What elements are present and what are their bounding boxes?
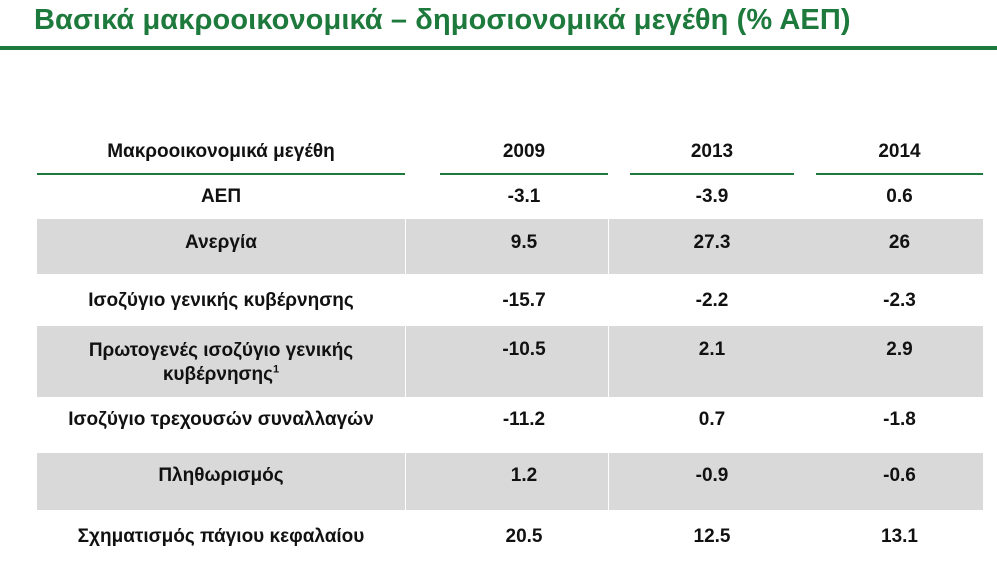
- value-2013: 0.7: [698, 409, 726, 430]
- row-label-text: Πρωτογενές ισοζύγιο γενικής κυβέρνησης: [88, 340, 354, 385]
- table-row: Πληθωρισμός 1.2 -0.9 -0.6: [37, 453, 983, 510]
- row-label: Ισοζύγιο τρεχουσών συναλλαγών: [68, 409, 374, 430]
- value-2014: 26: [888, 232, 911, 253]
- row-label: ΑΕΠ: [200, 186, 242, 207]
- row-label: Σχηματισμός πάγιου κεφαλαίου: [77, 526, 365, 547]
- table-row: Ανεργία 9.5 27.3 26: [37, 219, 983, 274]
- value-2013: 2.1: [698, 339, 726, 360]
- value-2009: 1.2: [510, 465, 538, 486]
- title-underline: [0, 46, 997, 50]
- header-2013: 2013: [630, 128, 794, 176]
- slide-title: Βασικά μακροοικονομικά – δημοσιονομικά μ…: [34, 4, 851, 36]
- value-2013: 27.3: [693, 232, 731, 253]
- value-2014: 2.9: [886, 339, 913, 360]
- value-2009: 9.5: [510, 232, 538, 253]
- table-row: Ισοζύγιο γενικής κυβέρνησης -15.7 -2.2 -…: [37, 274, 983, 326]
- value-2013: -2.2: [695, 290, 729, 311]
- value-2013: -0.9: [695, 465, 729, 486]
- table-header-row: Μακροοικονομικά μεγέθη 2009 2013 2014: [37, 128, 983, 176]
- macro-table: Μακροοικονομικά μεγέθη 2009 2013 2014 ΑΕ…: [37, 128, 983, 567]
- value-2013: -3.9: [695, 186, 729, 207]
- header-2014: 2014: [816, 128, 983, 176]
- table-row: Σχηματισμός πάγιου κεφαλαίου 20.5 12.5 1…: [37, 510, 983, 567]
- value-2009: -3.1: [507, 186, 541, 207]
- value-2014: -1.8: [883, 409, 916, 430]
- header-indicator: Μακροοικονομικά μεγέθη: [37, 128, 405, 176]
- value-2009: -15.7: [502, 290, 546, 311]
- value-2014: -0.6: [883, 465, 916, 486]
- value-2014: -2.3: [883, 290, 916, 311]
- value-2009: -10.5: [502, 339, 546, 360]
- footnote-marker: 1: [273, 363, 280, 376]
- value-2013: 12.5: [693, 526, 731, 547]
- table-row: Ισοζύγιο τρεχουσών συναλλαγών -11.2 0.7 …: [37, 397, 983, 453]
- row-label: Ισοζύγιο γενικής κυβέρνησης: [88, 290, 354, 311]
- value-2009: -11.2: [502, 409, 546, 430]
- row-label: Ανεργία: [185, 232, 257, 253]
- value-2014: 0.6: [886, 186, 913, 207]
- table-row: ΑΕΠ -3.1 -3.9 0.6: [37, 176, 983, 219]
- header-2009: 2009: [440, 128, 608, 176]
- row-label: Πληθωρισμός: [158, 465, 284, 486]
- value-2014: 13.1: [881, 526, 918, 547]
- value-2009: 20.5: [505, 526, 543, 547]
- table-row: Πρωτογενές ισοζύγιο γενικής κυβέρνησης1 …: [37, 326, 983, 397]
- row-label: Πρωτογενές ισοζύγιο γενικής κυβέρνησης1: [37, 326, 405, 397]
